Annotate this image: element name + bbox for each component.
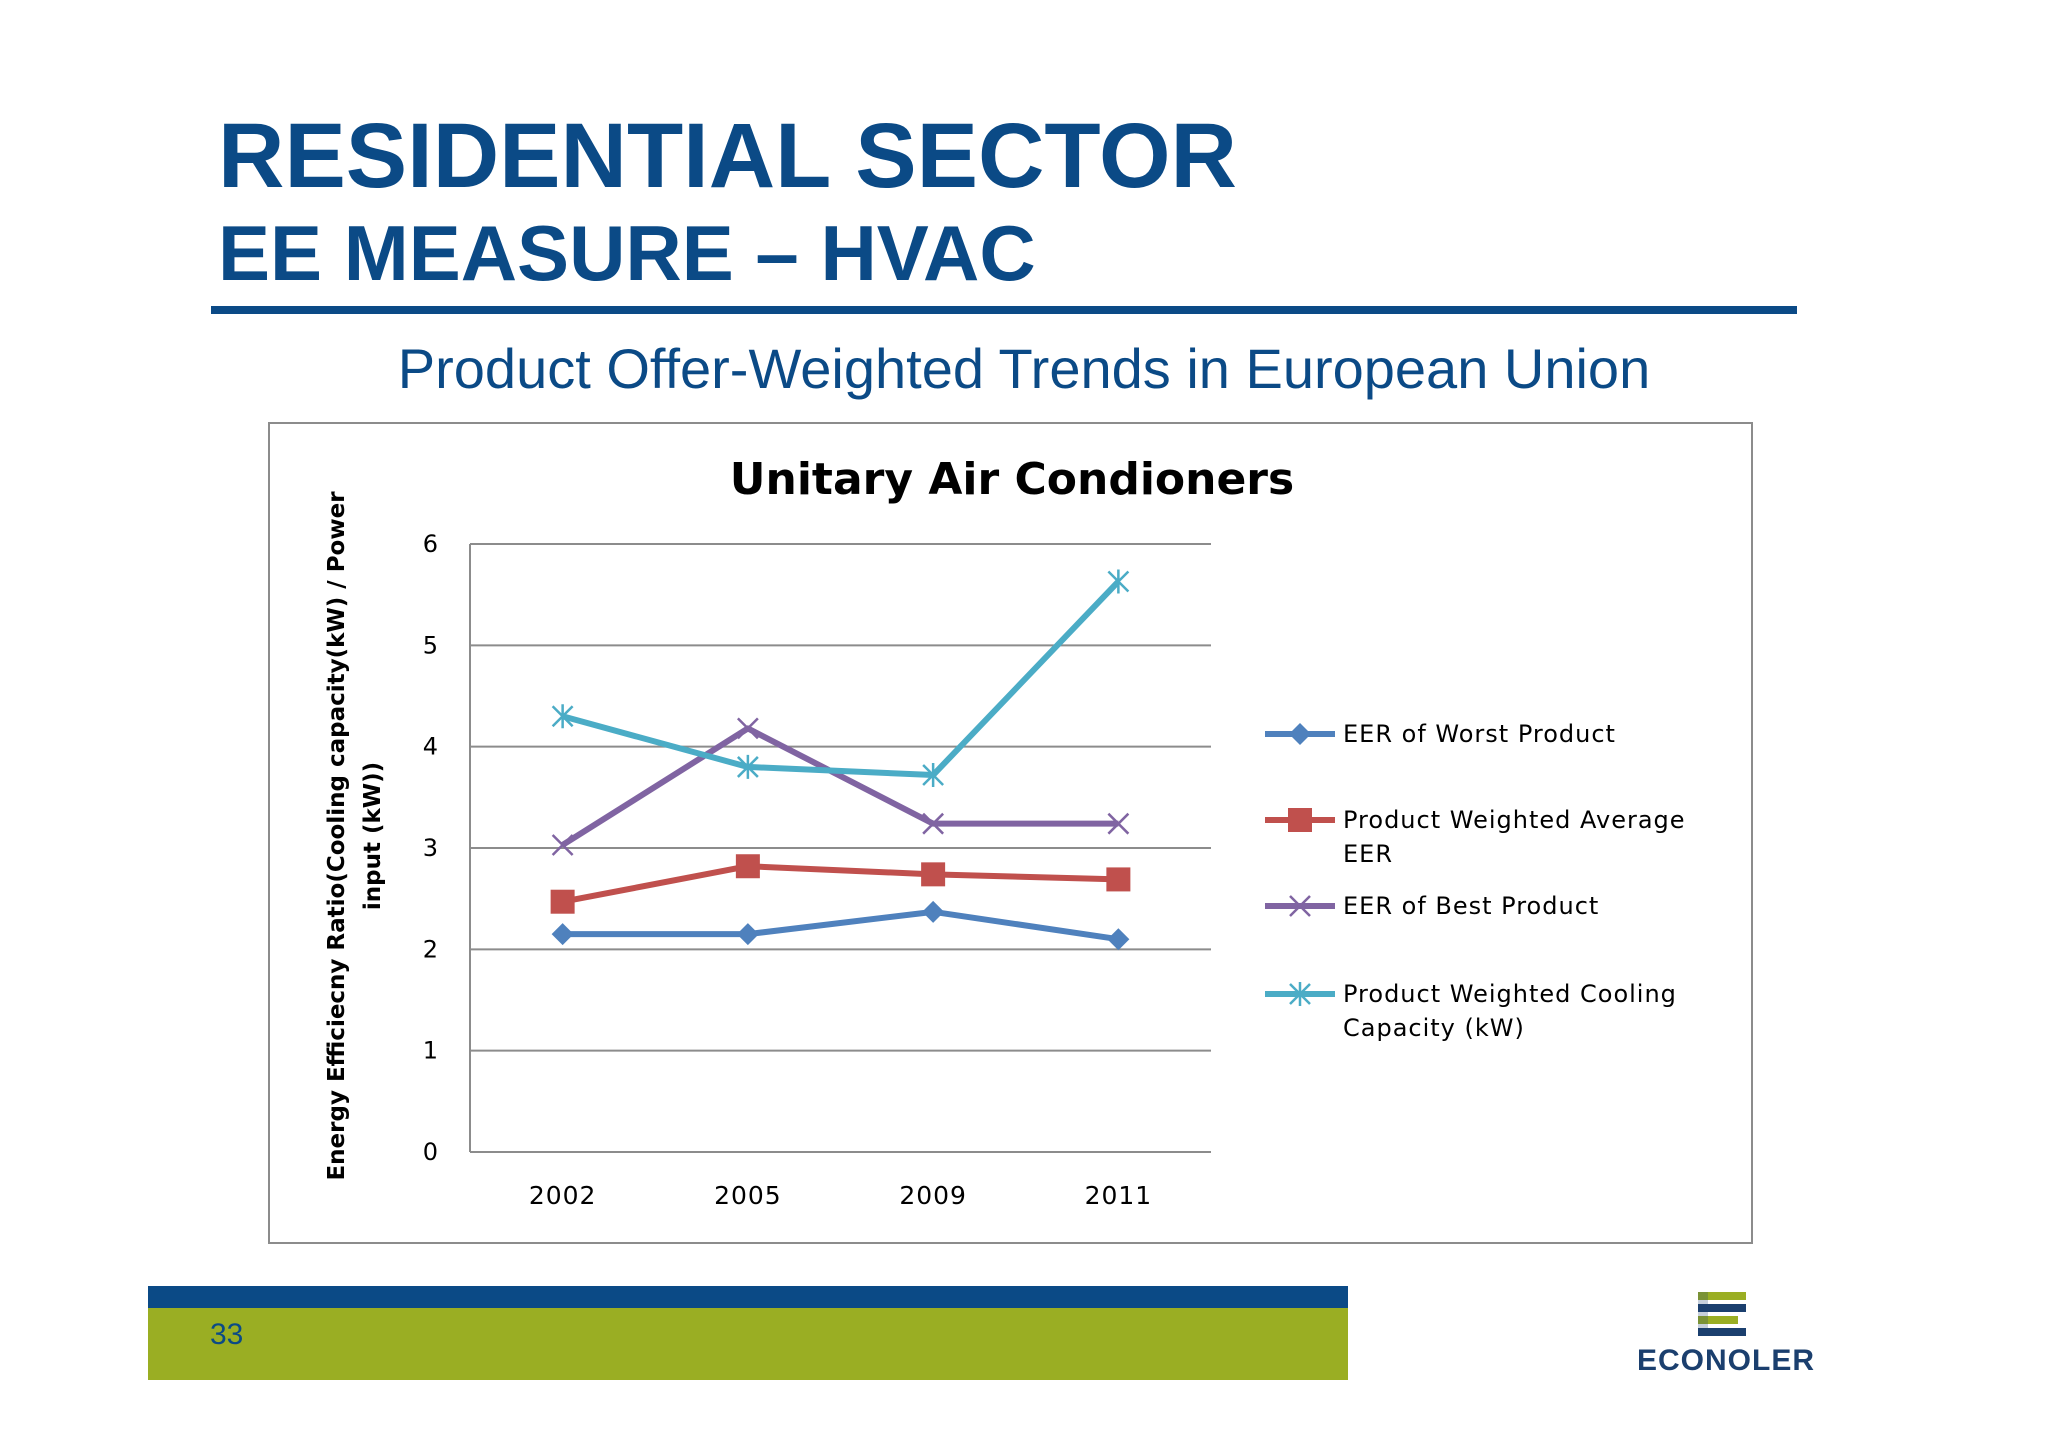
title-divider	[211, 306, 1797, 314]
x-tick-label: 2011	[1085, 1181, 1153, 1210]
data-point-series-1	[736, 923, 759, 946]
data-point-series-1	[922, 900, 945, 923]
data-point-series-4	[922, 763, 945, 788]
y-tick-label: 5	[423, 631, 438, 659]
legend-marker-icon	[1288, 808, 1312, 832]
x-tick-label: 2005	[714, 1181, 782, 1210]
series-line-1	[562, 908, 1119, 943]
data-point-series-2	[735, 854, 760, 879]
series-line-2	[562, 863, 1119, 905]
footer-blue-band	[148, 1286, 1348, 1308]
y-tick-label: 6	[423, 530, 438, 558]
x-tick-label: 2009	[899, 1181, 967, 1210]
legend-marker-icon	[1289, 895, 1311, 917]
slide-subtitle-heading: EE MEASURE – HVAC	[218, 209, 1036, 297]
legend-label: EER	[1343, 840, 1393, 868]
data-point-series-2	[550, 889, 575, 914]
slide-title: RESIDENTIAL SECTOR	[218, 105, 1237, 207]
legend-label: Product Weighted Cooling	[1343, 980, 1677, 1008]
footer-green-band	[148, 1308, 1348, 1380]
x-tick-label: 2002	[529, 1181, 597, 1210]
data-point-series-4	[736, 754, 759, 779]
page-number: 33	[210, 1318, 244, 1351]
y-tick-label: 4	[423, 733, 438, 761]
data-point-series-4	[551, 704, 574, 729]
data-point-series-1	[1107, 928, 1130, 951]
chart-frame: Unitary Air Condioners 0 1 2 3 4 5 6 2002 2005 200…	[268, 422, 1753, 1244]
data-point-series-3	[551, 834, 574, 856]
series-line-4	[561, 579, 1121, 779]
series-line-3	[561, 725, 1119, 848]
data-point-series-1	[551, 923, 574, 946]
legend-label: Capacity (kW)	[1343, 1014, 1525, 1042]
legend-marker-icon	[1289, 723, 1311, 745]
y-axis-label-line2: input (kW))	[360, 762, 386, 910]
y-tick-label: 3	[423, 834, 438, 862]
data-point-series-4	[1107, 569, 1130, 594]
legend-marker-icon	[1289, 982, 1311, 1006]
legend-label: EER of Best Product	[1343, 892, 1599, 920]
y-tick-label: 1	[423, 1037, 438, 1065]
econoler-logo-icon	[1698, 1292, 1746, 1336]
data-point-series-3	[736, 717, 759, 740]
legend-label: Product Weighted Average	[1343, 806, 1686, 834]
data-point-series-3	[922, 812, 945, 835]
y-tick-label: 0	[423, 1138, 438, 1166]
y-axis-label: Energy Efficiecny Ratio(Cooling capacity…	[324, 491, 350, 1181]
legend-label: EER of Worst Product	[1343, 720, 1616, 748]
chart-title: Unitary Air Condioners	[730, 454, 1294, 505]
line-chart: Unitary Air Condioners 0 1 2 3 4 5 6 2002 2005 200…	[324, 454, 1686, 1210]
data-point-series-2	[921, 862, 946, 887]
logo-wordmark: ECONOLER	[1636, 1344, 1815, 1377]
data-point-series-2	[1106, 867, 1131, 892]
data-point-series-3	[1107, 812, 1130, 835]
chart-section-subtitle: Product Offer-Weighted Trends in Europea…	[397, 337, 1651, 400]
y-tick-label: 2	[423, 935, 438, 963]
